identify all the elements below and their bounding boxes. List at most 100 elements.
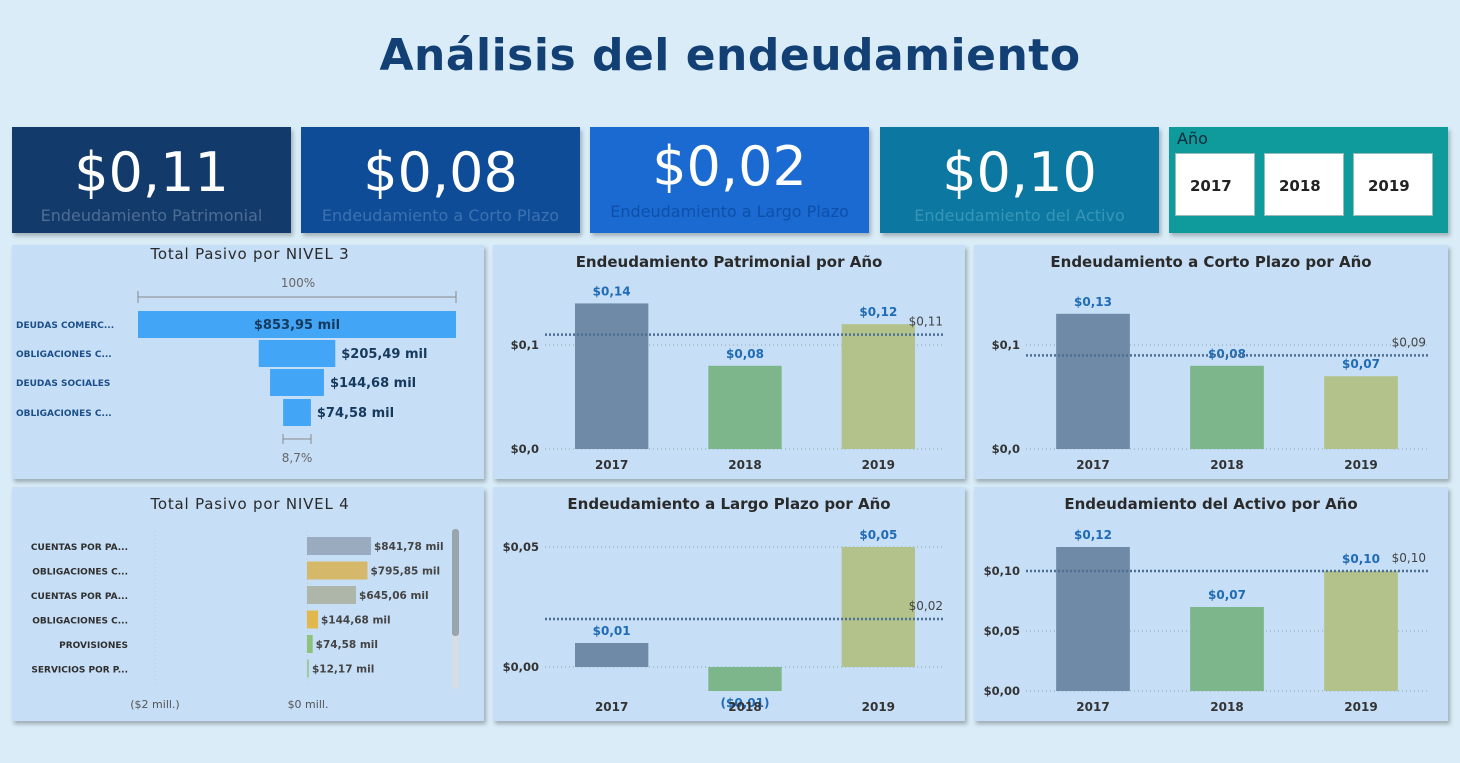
chart-patrimonial-panel[interactable]: Endeudamiento Patrimonial por Año $0,0 $0,… <box>493 245 965 479</box>
x-tick-label: 2019 <box>862 458 895 472</box>
scrollbar-thumb[interactable] <box>452 529 459 636</box>
year-option-2017[interactable]: 2017 <box>1175 153 1255 216</box>
funnel-value-label: $74,58 mil <box>317 406 394 421</box>
x-tick-label: 2018 <box>728 458 761 472</box>
x-tick-label: 2019 <box>1344 700 1377 714</box>
funnel-row-label: DEUDAS COMERC... <box>16 321 114 331</box>
year-option-2019[interactable]: 2019 <box>1353 153 1433 216</box>
bar-value-label: $0,08 <box>1208 347 1246 361</box>
nivel4-value-label: $841,78 mil <box>374 541 444 553</box>
year-slicer-header: Año <box>1177 129 1208 148</box>
funnel-value-label: $853,95 mil <box>254 318 340 333</box>
funnel-chart: Total Pasivo por NIVEL 3 100% 8,7% DEUDA… <box>16 245 457 465</box>
bar-2019 <box>1324 376 1398 449</box>
nivel4-value-label: $795,85 mil <box>370 566 440 578</box>
average-label: $0,10 <box>1392 551 1426 565</box>
average-label: $0,09 <box>1392 335 1426 349</box>
year-option-2018[interactable]: 2018 <box>1264 153 1344 216</box>
kpi-label: Endeudamiento a Largo Plazo <box>610 202 849 221</box>
bar-value-label: $0,14 <box>593 284 631 298</box>
nivel4-bar <box>307 610 318 629</box>
chart-corto-plazo: Endeudamiento a Corto Plazo por Año $0,0 $… <box>992 253 1428 472</box>
nivel4-row-label: OBLIGACIONES C... <box>32 568 128 578</box>
bar-value-label: $0,05 <box>859 528 897 542</box>
chart-activo: Endeudamiento del Activo por Año $0,00 $0,… <box>984 495 1428 714</box>
nivel4-bar <box>307 561 368 580</box>
nivel4-value-label: $144,68 mil <box>321 615 391 627</box>
kpi-card-patrimonial[interactable]: $0,11 Endeudamiento Patrimonial <box>12 127 291 233</box>
kpi-card-corto-plazo[interactable]: $0,08 Endeudamiento a Corto Plazo <box>301 127 580 233</box>
funnel-panel[interactable]: Total Pasivo por NIVEL 3 100% 8,7% DEUDA… <box>12 245 484 479</box>
funnel-value-label: $205,49 mil <box>341 347 427 362</box>
bar-value-label: $0,12 <box>1074 528 1112 542</box>
bar-value-label: $0,10 <box>1342 552 1380 566</box>
kpi-label: Endeudamiento Patrimonial <box>40 206 263 225</box>
bar-value-label: $0,07 <box>1208 588 1246 602</box>
x-tick-label: 2018 <box>728 700 761 714</box>
funnel-bar <box>270 369 324 396</box>
nivel4-bar-chart: Total Pasivo por NIVEL 4 ($2 mill.) $0 m… <box>31 495 459 711</box>
funnel-bar <box>258 340 336 367</box>
kpi-label: Endeudamiento del Activo <box>914 206 1125 225</box>
nivel4-row-label: CUENTAS POR PA... <box>31 592 128 602</box>
nivel4-title: Total Pasivo por NIVEL 4 <box>149 495 349 513</box>
x-tick-label: 2019 <box>1344 458 1377 472</box>
chart-title: Endeudamiento Patrimonial por Año <box>576 253 883 271</box>
y-tick-label: $0,05 <box>503 540 539 554</box>
nivel4-row-label: PROVISIONES <box>59 641 128 651</box>
x-tick-label: 2017 <box>595 458 628 472</box>
y-tick-label: $0,0 <box>992 442 1020 456</box>
bar-2017 <box>1056 313 1130 449</box>
kpi-value: $0,10 <box>942 141 1097 204</box>
page-title: Análisis del endeudamiento <box>379 30 1081 81</box>
funnel-value-label: $144,68 mil <box>330 376 416 391</box>
funnel-bottom-pct: 8,7% <box>282 451 313 465</box>
nivel4-bar <box>307 635 313 653</box>
chart-corto-plazo-panel[interactable]: Endeudamiento a Corto Plazo por Año $0,0 $… <box>974 245 1448 479</box>
nivel4-value-label: $645,06 mil <box>359 590 429 602</box>
chart-activo-panel[interactable]: Endeudamiento del Activo por Año $0,00 $0,… <box>974 487 1448 721</box>
x-tick-label: 2017 <box>1076 700 1109 714</box>
nivel4-bar <box>307 586 357 604</box>
bar-value-label: $0,13 <box>1074 295 1112 309</box>
average-label: $0,02 <box>909 599 943 613</box>
chart-title: Endeudamiento a Corto Plazo por Año <box>1050 253 1371 271</box>
chart-largo-plazo: Endeudamiento a Largo Plazo por Año $0,00… <box>503 495 945 714</box>
x-tick-label: 2018 <box>1210 458 1243 472</box>
y-tick-label: $0,10 <box>984 564 1020 578</box>
bar-2019 <box>1324 571 1398 691</box>
bar-value-label: $0,07 <box>1342 357 1380 371</box>
bar-2018 <box>1190 365 1264 449</box>
nivel4-value-label: $74,58 mil <box>316 639 378 651</box>
chart-largo-plazo-panel[interactable]: Endeudamiento a Largo Plazo por Año $0,00… <box>493 487 965 721</box>
nivel4-panel[interactable]: Total Pasivo por NIVEL 4 ($2 mill.) $0 m… <box>12 487 484 721</box>
funnel-title: Total Pasivo por NIVEL 3 <box>149 245 349 263</box>
bar-2017 <box>1056 547 1130 691</box>
year-slicer: Año 2017 2018 2019 <box>1169 127 1448 233</box>
bar-2018 <box>708 365 782 449</box>
kpi-card-largo-plazo[interactable]: $0,02 Endeudamiento a Largo Plazo <box>590 127 869 233</box>
nivel4-axis-label-left: ($2 mill.) <box>130 698 179 711</box>
y-tick-label: $0,1 <box>992 338 1020 352</box>
bar-value-label: $0,01 <box>593 624 631 638</box>
bar-2017 <box>575 303 649 449</box>
average-label: $0,11 <box>909 315 943 329</box>
kpi-value: $0,11 <box>74 141 229 204</box>
nivel4-row-label: OBLIGACIONES C... <box>32 617 128 627</box>
kpi-card-activo[interactable]: $0,10 Endeudamiento del Activo <box>880 127 1159 233</box>
bar-value-label: $0,12 <box>859 305 897 319</box>
chart-title: Endeudamiento del Activo por Año <box>1064 495 1357 513</box>
bar-2018 <box>1190 607 1264 691</box>
funnel-top-pct: 100% <box>281 276 315 290</box>
kpi-value: $0,02 <box>652 135 807 198</box>
bar-2019 <box>841 547 915 667</box>
y-tick-label: $0,00 <box>503 660 539 674</box>
nivel4-row-label: CUENTAS POR PA... <box>31 543 128 553</box>
y-tick-label: $0,1 <box>511 338 539 352</box>
nivel4-axis-label-right: $0 mill. <box>288 698 329 711</box>
funnel-row-label: OBLIGACIONES C... <box>16 350 112 360</box>
nivel4-bar <box>307 659 309 678</box>
bar-value-label: ($0,01) <box>721 696 770 710</box>
nivel4-bar <box>307 537 371 555</box>
nivel4-value-label: $12,17 mil <box>312 664 374 676</box>
